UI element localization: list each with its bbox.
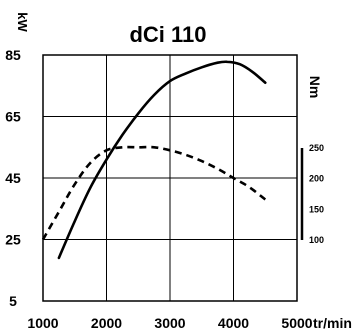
y-tick-label: 85 [5, 47, 21, 63]
y-tick-label: 65 [5, 109, 21, 125]
x-tick-label: 4000 [218, 315, 249, 331]
torque-curve-dashed [41, 145, 267, 241]
tick-labels: 1000 2000 3000 4000 5000 5 25 45 65 85 dCi 110 kW tr… [5, 12, 352, 331]
x-axis-unit: tr/min [313, 315, 352, 331]
right-torque-axis: Nm 250 200 150 100 [300, 76, 324, 245]
power-curve-solid [57, 60, 267, 260]
y2-tick-label: 200 [309, 174, 324, 184]
y2-tick-label: 100 [309, 235, 324, 245]
y2-tick-label: 250 [309, 143, 324, 153]
plot-grid [42, 54, 298, 302]
x-tick-label: 2000 [91, 315, 122, 331]
y2-axis-unit: Nm [307, 76, 323, 99]
y-tick-label: 5 [9, 293, 17, 309]
y2-tick-label: 150 [309, 204, 324, 214]
y-tick-label: 45 [5, 170, 21, 186]
y-axis-unit: kW [15, 12, 30, 32]
series-group [41, 60, 267, 260]
y-tick-label: 25 [5, 232, 21, 248]
x-tick-label: 1000 [27, 315, 58, 331]
x-tick-label: 3000 [154, 315, 185, 331]
chart-title: dCi 110 [129, 22, 206, 47]
x-tick-label: 5000 [281, 315, 312, 331]
